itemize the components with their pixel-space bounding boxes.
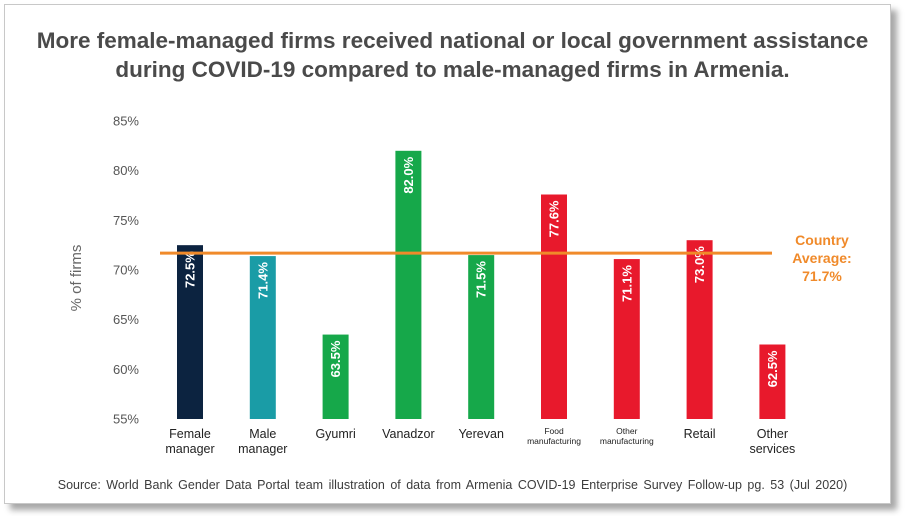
category-label: manufacturing <box>527 436 581 446</box>
bar <box>322 334 349 419</box>
y-tick-label: 80% <box>113 163 139 178</box>
category-label: Male <box>249 427 276 441</box>
bar-value-label: 63.5% <box>328 340 343 377</box>
chart-title: More female-managed firms received natio… <box>36 28 869 82</box>
country-average-label: Average: <box>792 250 851 266</box>
category-label: Yerevan <box>458 427 503 441</box>
bar <box>686 240 713 419</box>
bar <box>759 344 786 419</box>
bar-value-label: 73.0% <box>692 246 707 283</box>
bar-value-label: 82.0% <box>401 156 416 193</box>
category-label: Gyumri <box>315 427 355 441</box>
bar <box>177 245 203 419</box>
bar-value-label: 62.5% <box>765 350 780 387</box>
y-tick-label: 75% <box>113 213 139 228</box>
category-label: services <box>749 442 795 456</box>
bar <box>468 255 495 419</box>
country-average-label: Country <box>795 232 849 248</box>
country-average-label: 71.7% <box>802 268 842 284</box>
category-label: Vanadzor <box>382 427 435 441</box>
bar <box>541 194 567 419</box>
y-axis-label: % of firms <box>68 245 85 312</box>
bar-value-label: 71.5% <box>474 261 489 298</box>
bar-value-label: 77.6% <box>547 200 562 237</box>
category-label: Retail <box>684 427 716 441</box>
category-label: manager <box>165 442 214 456</box>
source-note: Source: World Bank Gender Data Portal te… <box>57 478 848 492</box>
bar-value-label: 71.1% <box>619 265 634 302</box>
y-tick-label: 70% <box>113 263 139 278</box>
category-label: Other <box>616 426 637 436</box>
category-label: manager <box>238 442 287 456</box>
bar <box>395 150 422 420</box>
bar-value-label: 72.5% <box>183 251 198 288</box>
category-label: Food <box>544 426 564 436</box>
category-label: Female <box>169 427 211 441</box>
y-tick-label: 55% <box>113 412 139 427</box>
category-label: manufacturing <box>600 436 654 446</box>
y-tick-label: 60% <box>113 362 139 377</box>
y-tick-label: 65% <box>113 312 139 327</box>
bar <box>249 256 276 419</box>
y-tick-label: 85% <box>113 114 139 129</box>
bar <box>613 259 640 419</box>
bar-value-label: 71.4% <box>255 262 270 299</box>
category-label: Other <box>757 427 788 441</box>
